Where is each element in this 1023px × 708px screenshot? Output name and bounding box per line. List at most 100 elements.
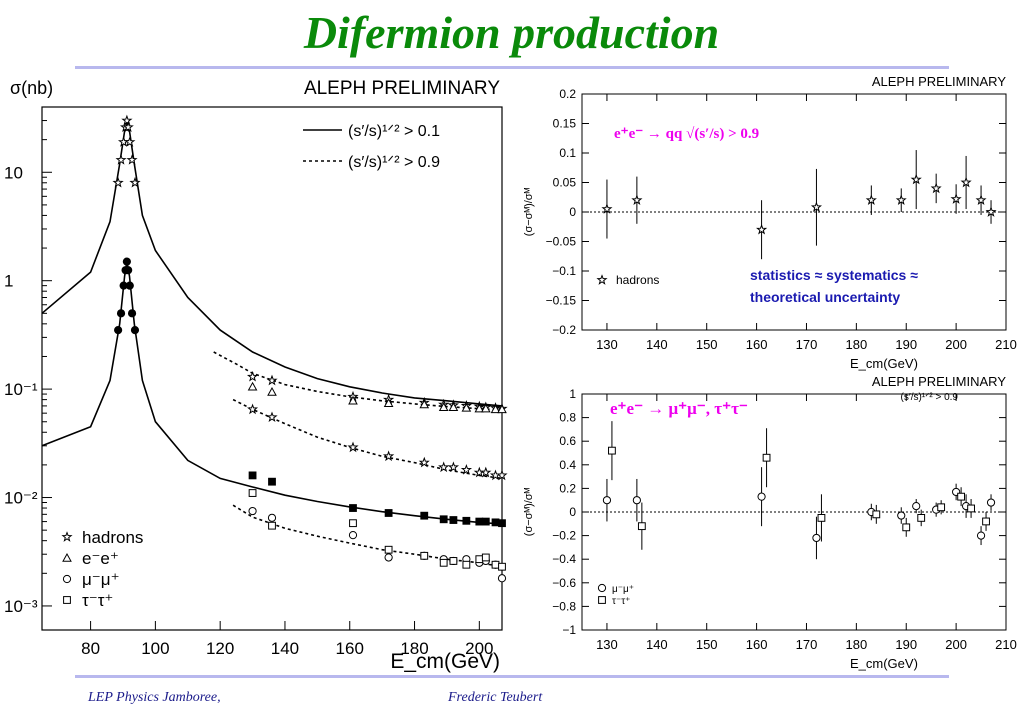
main-x-tick-label: 160 <box>336 639 364 658</box>
bottom-chart-label: ALEPH PRELIMINARY <box>872 374 1006 389</box>
bottom-x-tick-label: 200 <box>945 637 967 652</box>
lepton-deviation-chart: ALEPH PRELIMINARY (s′/s)¹ᐟ² > 0.9 E_cm(G… <box>523 374 1017 671</box>
ee-point <box>383 398 394 407</box>
bottom-legend-symbol <box>597 583 607 593</box>
top-y-tick-label: −0.05 <box>546 235 577 249</box>
lepton-inclusive-point <box>420 511 429 520</box>
hadron-deviation-chart: ALEPH PRELIMINARY E_cm(GeV) e⁺e⁻ → qq √(… <box>523 74 1017 371</box>
mumu-deviation-point <box>897 511 906 520</box>
lepton-inclusive-point <box>481 517 490 526</box>
hadron-deviation-point <box>950 193 962 204</box>
top-note-line-1: statistics ≈ systematics ≈ <box>750 267 918 283</box>
tautau-point <box>268 521 276 530</box>
mumu-deviation-point <box>812 533 821 543</box>
top-legend-symbol <box>596 274 608 285</box>
top-y-tick-label: 0.15 <box>553 117 577 131</box>
ee-point <box>490 404 501 414</box>
hadron-deviation-point <box>960 176 972 188</box>
mumu-deviation-point <box>986 498 996 507</box>
hadron-deviation-point <box>985 206 997 217</box>
top-y-tick-label: −0.2 <box>552 323 576 337</box>
ee-point <box>267 386 277 396</box>
main-y-tick-label: 10⁻³ <box>4 597 38 616</box>
tautau-deviation-point <box>982 517 990 526</box>
tautau-deviation-point <box>957 492 966 501</box>
main-x-axis-title: E_cm(GeV) <box>390 650 500 673</box>
hadron-dotted-curve <box>213 351 503 411</box>
ee-point <box>474 403 485 413</box>
lepton-peak-point <box>125 281 134 290</box>
hadron-solid-curve <box>41 120 503 407</box>
lepton-solid-curve <box>41 261 503 525</box>
bottom-legend-symbol <box>598 596 606 604</box>
hadron-deviation-point <box>631 194 643 206</box>
curve-legend-label: (s′/s)¹ᐟ² > 0.1 <box>348 123 440 140</box>
bottom-y-tick-label: 0.4 <box>559 458 576 472</box>
lepton-inclusive-point <box>384 509 393 517</box>
page-title: Difermion production <box>303 7 720 58</box>
bottom-y-tick-label: −0.2 <box>552 529 576 543</box>
hadron-high-cut-point <box>382 450 395 462</box>
top-annotation: e⁺e⁻ → qq √(s′/s) > 0.9 <box>614 126 759 142</box>
hadron-deviation-point <box>756 223 768 235</box>
hadron-point <box>246 370 259 382</box>
top-y-axis-title: (σ−σᴹ)/σᴹ <box>523 187 535 236</box>
bottom-x-axis-title: E_cm(GeV) <box>850 656 918 671</box>
hadron-peak-point <box>121 114 133 126</box>
hadron-peak-point <box>126 153 138 165</box>
marker-legend-label: μ⁻μ⁺ <box>82 570 120 589</box>
top-note-line-2: theoretical uncertainty <box>750 289 900 305</box>
main-y-axis-title: σ(nb) <box>10 78 53 98</box>
tautau-point <box>439 558 448 567</box>
bottom-y-tick-label: −1 <box>562 623 576 637</box>
top-x-tick-label: 190 <box>895 337 917 352</box>
lepton-peak-point <box>116 309 126 318</box>
bottom-y-tick-label: −0.6 <box>552 576 576 590</box>
lepton-peak-point <box>114 326 123 335</box>
top-x-tick-label: 210 <box>995 337 1017 352</box>
curve-legend-label: (s′/s)¹ᐟ² > 0.9 <box>348 154 440 171</box>
hadron-high-cut-curve <box>232 398 503 480</box>
title-divider <box>75 66 949 69</box>
bottom-y-tick-label: 0.2 <box>559 481 576 495</box>
main-x-tick-label: 120 <box>206 639 234 658</box>
bottom-x-tick-label: 170 <box>796 637 818 652</box>
mumu-deviation-point <box>912 502 921 511</box>
tautau-deviation-point <box>637 522 646 531</box>
mumu-deviation-point <box>632 496 641 505</box>
marker-legend-label: e⁻e⁺ <box>82 549 119 568</box>
bottom-legend-label: μ⁻μ⁺ <box>612 584 634 595</box>
top-x-tick-label: 140 <box>646 337 668 352</box>
mumu-point <box>384 553 393 562</box>
lepton-inclusive-point <box>268 477 276 486</box>
main-x-tick-label: 200 <box>465 639 493 658</box>
hadron-high-cut-point <box>347 441 359 453</box>
hadron-deviation-point <box>601 203 613 214</box>
lepton-inclusive-point <box>475 517 484 526</box>
bottom-x-tick-label: 190 <box>895 637 917 652</box>
main-cross-section-chart: ALEPH PRELIMINARY σ(nb) E_cm(GeV) 80 100 1… <box>4 78 508 673</box>
main-chart-label: ALEPH PRELIMINARY <box>304 78 500 99</box>
tautau-deviation-point <box>937 503 946 512</box>
main-x-tick-label: 100 <box>141 639 169 658</box>
hadron-peak-point <box>115 153 127 165</box>
lepton-inclusive-point <box>498 519 506 528</box>
tautau-point <box>481 553 490 562</box>
main-plot-frame <box>41 106 503 631</box>
tautau-deviation-point <box>762 453 771 462</box>
footer-author: Frederic Teubert <box>448 690 543 705</box>
hadron-high-cut-point <box>438 461 450 473</box>
hadron-point <box>266 374 278 386</box>
tautau-deviation-point <box>967 504 975 513</box>
bottom-y-tick-label: 0.8 <box>559 411 576 425</box>
hadron-peak-point <box>124 136 136 147</box>
top-chart-label: ALEPH PRELIMINARY <box>872 74 1006 89</box>
ee-point <box>348 395 358 405</box>
lepton-peak-point <box>124 266 133 275</box>
bottom-y-tick-label: −0.8 <box>552 599 576 613</box>
hadron-peak-point <box>122 121 134 132</box>
top-annotation-text: e⁺e⁻ → qq √(s′/s) > 0.9 <box>614 126 759 142</box>
bottom-y-tick-label: −0.4 <box>552 552 576 566</box>
top-y-tick-label: 0.1 <box>559 146 576 160</box>
footer-event: LEP Physics Jamboree, <box>88 690 221 705</box>
